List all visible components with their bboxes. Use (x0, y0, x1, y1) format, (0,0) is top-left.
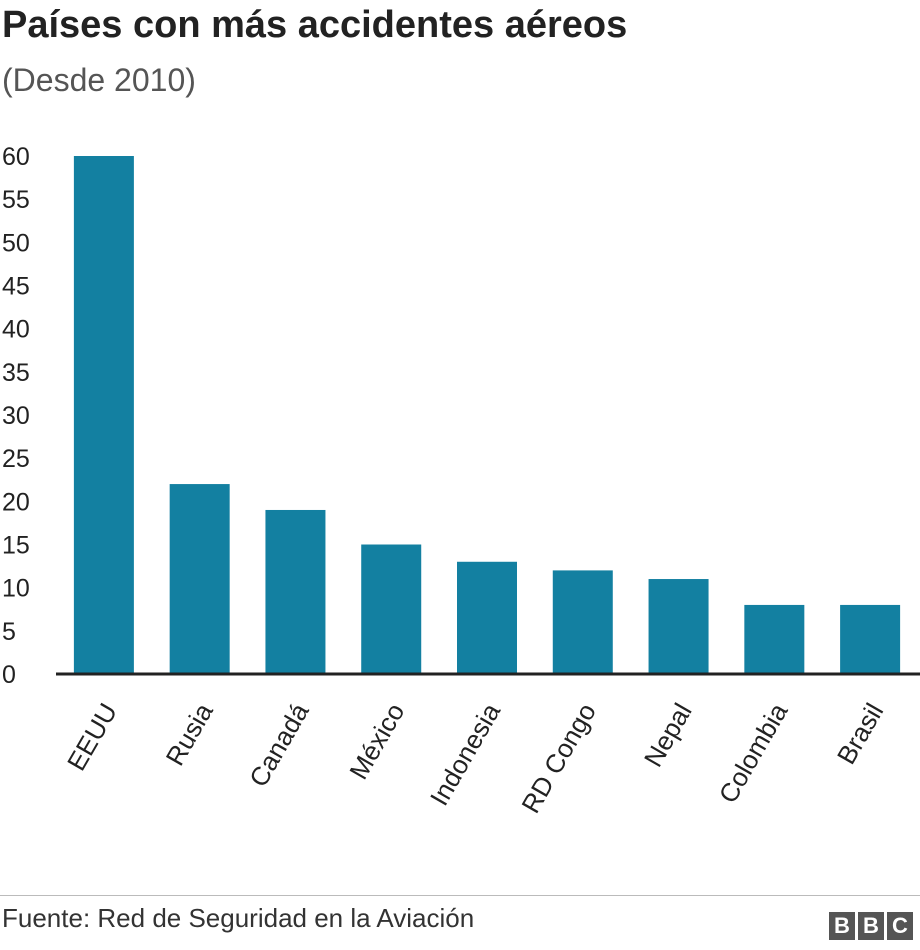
bar (744, 604, 805, 674)
bar (552, 570, 613, 674)
y-tick-label: 20 (2, 488, 30, 516)
y-tick-label: 45 (2, 273, 30, 301)
bars (73, 156, 901, 674)
bar (361, 544, 422, 674)
y-tick-label: 5 (2, 618, 16, 646)
y-tick-label: 0 (2, 661, 16, 689)
y-tick-label: 15 (2, 532, 30, 560)
x-tick-label: RD Congo (515, 698, 602, 818)
bar (840, 604, 901, 674)
y-tick-label: 60 (2, 143, 30, 171)
bar-chart: 0 5 10 15 20 25 30 35 40 45 50 55 60 EEUU Rusia Canadá… (2, 143, 920, 819)
x-tick-label: Rusia (160, 698, 219, 771)
x-tick-label: EEUU (61, 698, 123, 776)
source-note: Fuente: Red de Seguridad en la Aviación (2, 903, 475, 933)
chart-subtitle: (Desde 2010) (2, 62, 196, 98)
bar (73, 156, 134, 674)
y-tick-label: 35 (2, 359, 30, 387)
y-tick-label: 55 (2, 186, 30, 214)
x-tick-label: Colombia (713, 698, 794, 809)
bar (648, 579, 709, 674)
y-tick-label: 50 (2, 229, 30, 257)
y-tick-label: 30 (2, 402, 30, 430)
logo-letter: B (858, 912, 884, 940)
x-tick-label: Brasil (831, 698, 889, 769)
y-tick-label: 40 (2, 316, 30, 344)
y-tick-label: 10 (2, 575, 30, 603)
y-tick-label: 25 (2, 445, 30, 473)
chart-title: Países con más accidentes aéreos (2, 4, 628, 46)
x-tick-label: Indonesia (424, 698, 507, 811)
x-axis-labels: EEUU Rusia Canadá México Indonesia RD Congo Ne… (61, 698, 889, 819)
logo-letter: B (829, 912, 855, 940)
bar (457, 561, 517, 674)
footer-divider (0, 895, 920, 896)
bar (265, 509, 326, 674)
bbc-logo: B B C (829, 912, 913, 940)
y-axis-ticks: 0 5 10 15 20 25 30 35 40 45 50 55 60 (2, 143, 30, 689)
x-tick-label: México (343, 698, 410, 784)
logo-letter: C (887, 912, 913, 940)
x-tick-label: Canadá (243, 698, 315, 792)
bar (169, 484, 230, 674)
x-tick-label: Nepal (638, 698, 698, 772)
